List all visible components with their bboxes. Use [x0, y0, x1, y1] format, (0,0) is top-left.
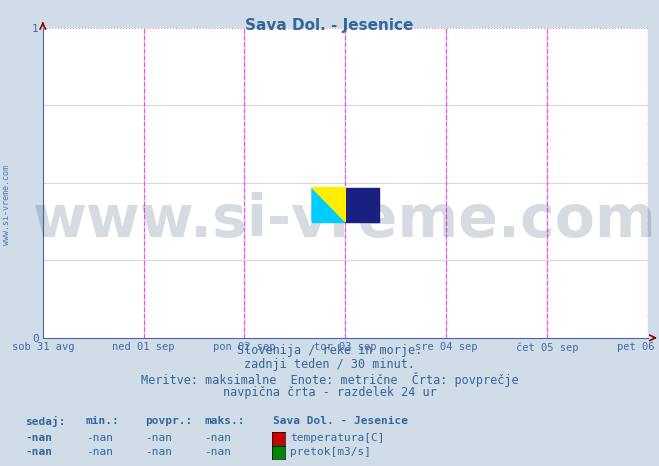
Text: -nan: -nan — [86, 447, 113, 457]
Text: -nan: -nan — [145, 433, 172, 443]
Text: Meritve: maksimalne  Enote: metrične  Črta: povprečje: Meritve: maksimalne Enote: metrične Črta… — [140, 372, 519, 387]
Bar — [312, 205, 345, 222]
Text: zadnji teden / 30 minut.: zadnji teden / 30 minut. — [244, 358, 415, 371]
Text: Sava Dol. - Jesenice: Sava Dol. - Jesenice — [273, 416, 409, 425]
Text: navpična črta - razdelek 24 ur: navpična črta - razdelek 24 ur — [223, 386, 436, 399]
Text: Sava Dol. - Jesenice: Sava Dol. - Jesenice — [245, 18, 414, 33]
Text: Slovenija / reke in morje.: Slovenija / reke in morje. — [237, 344, 422, 357]
Text: min.:: min.: — [86, 416, 119, 425]
Text: -nan: -nan — [25, 433, 52, 443]
Text: temperatura[C]: temperatura[C] — [290, 433, 384, 443]
Text: www.si-vreme.com: www.si-vreme.com — [2, 165, 11, 245]
Bar — [345, 187, 378, 222]
Bar — [312, 187, 345, 205]
Text: -nan: -nan — [204, 433, 231, 443]
Polygon shape — [312, 187, 345, 222]
Polygon shape — [312, 187, 345, 222]
Text: maks.:: maks.: — [204, 416, 244, 425]
Text: sedaj:: sedaj: — [25, 416, 65, 427]
Text: -nan: -nan — [86, 433, 113, 443]
Text: povpr.:: povpr.: — [145, 416, 192, 425]
Text: -nan: -nan — [204, 447, 231, 457]
Text: -nan: -nan — [145, 447, 172, 457]
Text: pretok[m3/s]: pretok[m3/s] — [290, 447, 371, 457]
Text: -nan: -nan — [25, 447, 52, 457]
Text: www.si-vreme.com: www.si-vreme.com — [34, 192, 657, 248]
